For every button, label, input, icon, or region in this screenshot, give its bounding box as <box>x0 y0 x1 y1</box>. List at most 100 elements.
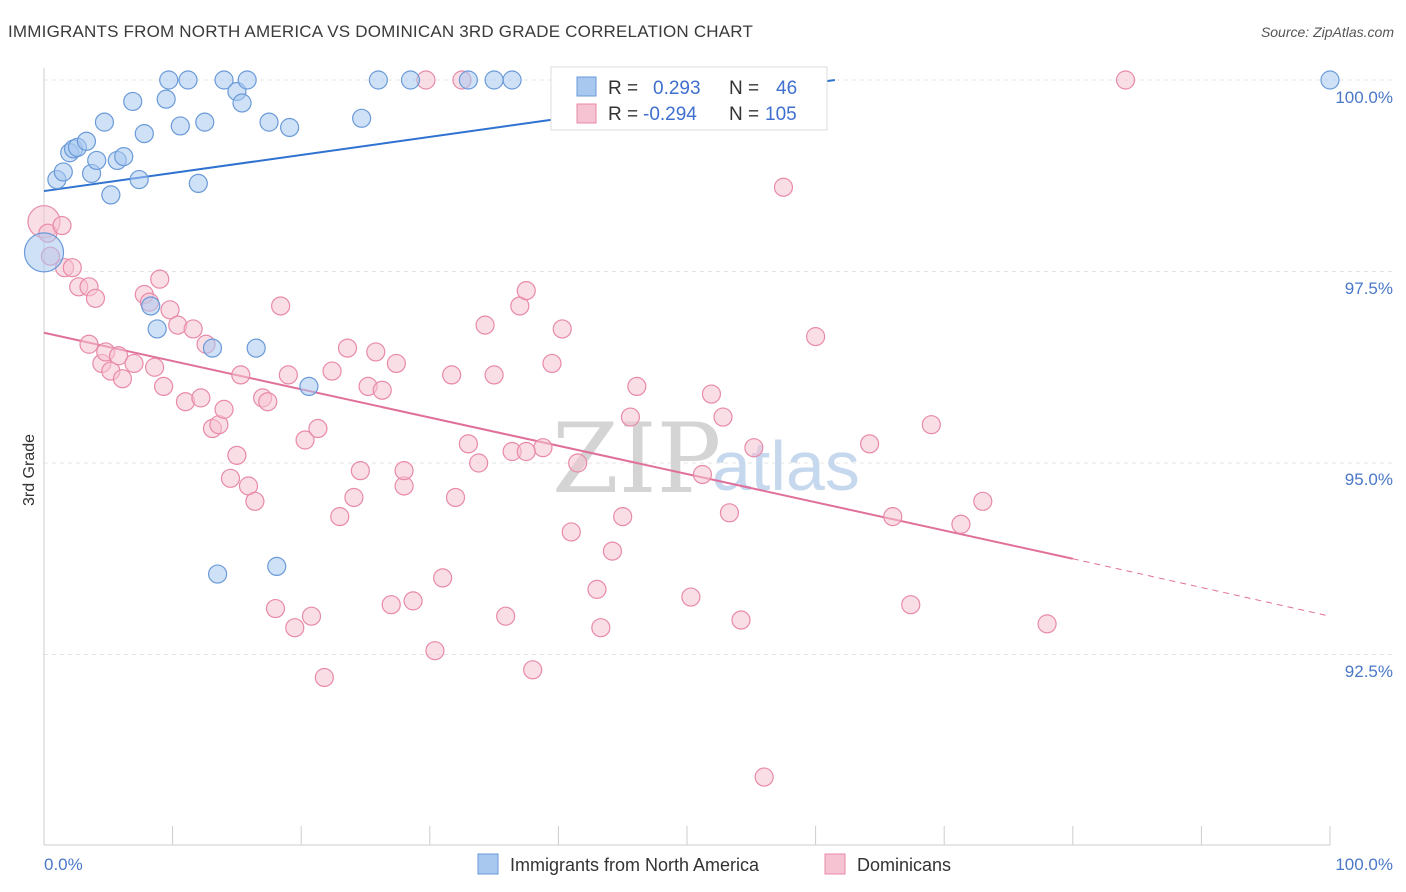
data-point-dominicans <box>533 438 553 458</box>
data-point-dominicans <box>322 361 342 381</box>
data-point-north-america <box>134 124 154 144</box>
data-point-dominicans <box>231 365 251 385</box>
data-point-dominicans <box>144 357 165 377</box>
data-point-dominicans <box>79 334 99 354</box>
stats-swatch-pink <box>576 103 597 124</box>
data-point-dominicans <box>330 507 350 527</box>
data-point-dominicans <box>150 269 170 289</box>
data-point-dominicans <box>372 380 392 400</box>
data-point-dominicans <box>973 491 993 511</box>
data-point-north-america <box>156 89 176 109</box>
data-point-dominicans <box>613 507 633 527</box>
x-tick-label-100: 100.0% <box>1335 855 1393 874</box>
data-point-dominicans <box>475 315 495 335</box>
data-point-dominicans <box>344 487 364 508</box>
data-point-dominicans <box>568 453 588 473</box>
data-point-dominicans <box>731 610 751 630</box>
data-point-dominicans <box>191 388 211 408</box>
data-point-dominicans <box>52 215 72 236</box>
data-point-dominicans <box>516 441 536 462</box>
x-tick-label-0: 0.0% <box>44 855 83 874</box>
data-point-dominicans <box>469 453 489 473</box>
data-point-dominicans <box>278 365 298 385</box>
data-point-dominicans <box>112 369 133 389</box>
data-point-dominicans <box>85 288 106 308</box>
chart-source: Source: ZipAtlas.com <box>1260 24 1394 40</box>
data-point-dominicans <box>183 319 203 339</box>
data-point-north-america <box>53 162 73 182</box>
watermark-atlas: atlas <box>712 427 860 505</box>
data-point-dominicans <box>701 384 722 404</box>
data-point-dominicans <box>754 767 774 787</box>
legend: Immigrants from North America Dominicans <box>477 853 951 875</box>
data-point-dominicans <box>227 445 247 465</box>
data-point-dominicans <box>445 487 466 508</box>
data-point-north-america <box>170 116 190 136</box>
data-point-north-america <box>123 91 143 112</box>
data-point-dominicans <box>627 376 647 396</box>
stats-n-label-pink: N = <box>729 104 759 125</box>
data-point-dominicans <box>901 595 921 615</box>
data-point-north-america <box>101 185 121 205</box>
y-tick-label-97-5: 97.5% <box>1345 279 1393 298</box>
data-point-dominicans <box>484 365 504 385</box>
data-point-dominicans <box>314 667 334 688</box>
data-point-north-america <box>502 70 522 90</box>
data-point-dominicans <box>1115 70 1136 90</box>
data-point-north-america <box>23 232 65 273</box>
data-point-north-america <box>1320 70 1340 90</box>
stats-r-label-pink: R = <box>608 104 638 125</box>
data-point-dominicans <box>271 296 291 316</box>
data-point-north-america <box>368 70 388 90</box>
data-point-dominicans <box>308 418 328 439</box>
stats-r-value-pink: -0.294 <box>643 104 697 125</box>
data-point-north-america <box>178 70 198 90</box>
data-point-dominicans <box>386 353 406 374</box>
data-point-dominicans <box>713 407 733 427</box>
data-point-dominicans <box>883 507 903 527</box>
stats-n-value-pink: 105 <box>765 104 797 125</box>
data-point-dominicans <box>1037 614 1057 634</box>
data-point-dominicans <box>620 407 641 427</box>
legend-swatch-dominicans <box>824 853 846 875</box>
data-point-dominicans <box>433 568 453 588</box>
data-point-north-america <box>195 112 215 132</box>
data-point-dominicans <box>301 606 322 626</box>
data-point-dominicans <box>214 399 234 419</box>
y-axis-label: 3rd Grade <box>21 434 38 506</box>
y-tick-label-92-5: 92.5% <box>1345 662 1393 681</box>
data-point-north-america <box>400 70 421 90</box>
data-point-dominicans <box>285 618 305 638</box>
data-point-dominicans <box>523 660 543 680</box>
data-point-dominicans <box>516 281 536 301</box>
data-point-dominicans <box>458 434 478 454</box>
data-point-dominicans <box>108 346 129 366</box>
data-point-dominicans <box>719 503 740 523</box>
data-point-north-america <box>94 112 115 132</box>
data-point-north-america <box>188 173 208 194</box>
data-point-dominicans <box>805 327 826 347</box>
data-point-north-america <box>246 338 266 358</box>
trend-lines <box>43 79 1331 617</box>
data-point-dominicans <box>692 464 713 485</box>
stats-r-label-blue: R = <box>608 78 638 99</box>
data-point-north-america <box>141 296 161 316</box>
data-point-dominicans <box>366 342 386 362</box>
data-point-north-america <box>267 556 287 577</box>
data-point-north-america <box>159 70 179 90</box>
data-point-dominicans <box>744 438 764 458</box>
data-point-dominicans <box>552 319 572 339</box>
data-point-north-america <box>202 338 223 358</box>
stats-n-value-blue: 46 <box>776 78 797 99</box>
data-point-dominicans <box>425 641 445 661</box>
data-point-dominicans <box>160 300 180 320</box>
data-point-dominicans <box>220 468 241 488</box>
data-point-dominicans <box>860 434 880 454</box>
data-point-north-america <box>214 70 234 90</box>
data-point-north-america <box>280 117 300 138</box>
data-point-north-america <box>208 564 228 584</box>
data-point-dominicans <box>951 514 971 534</box>
y-tick-label-100: 100.0% <box>1335 88 1393 107</box>
legend-label-north-america: Immigrants from North America <box>510 855 760 875</box>
